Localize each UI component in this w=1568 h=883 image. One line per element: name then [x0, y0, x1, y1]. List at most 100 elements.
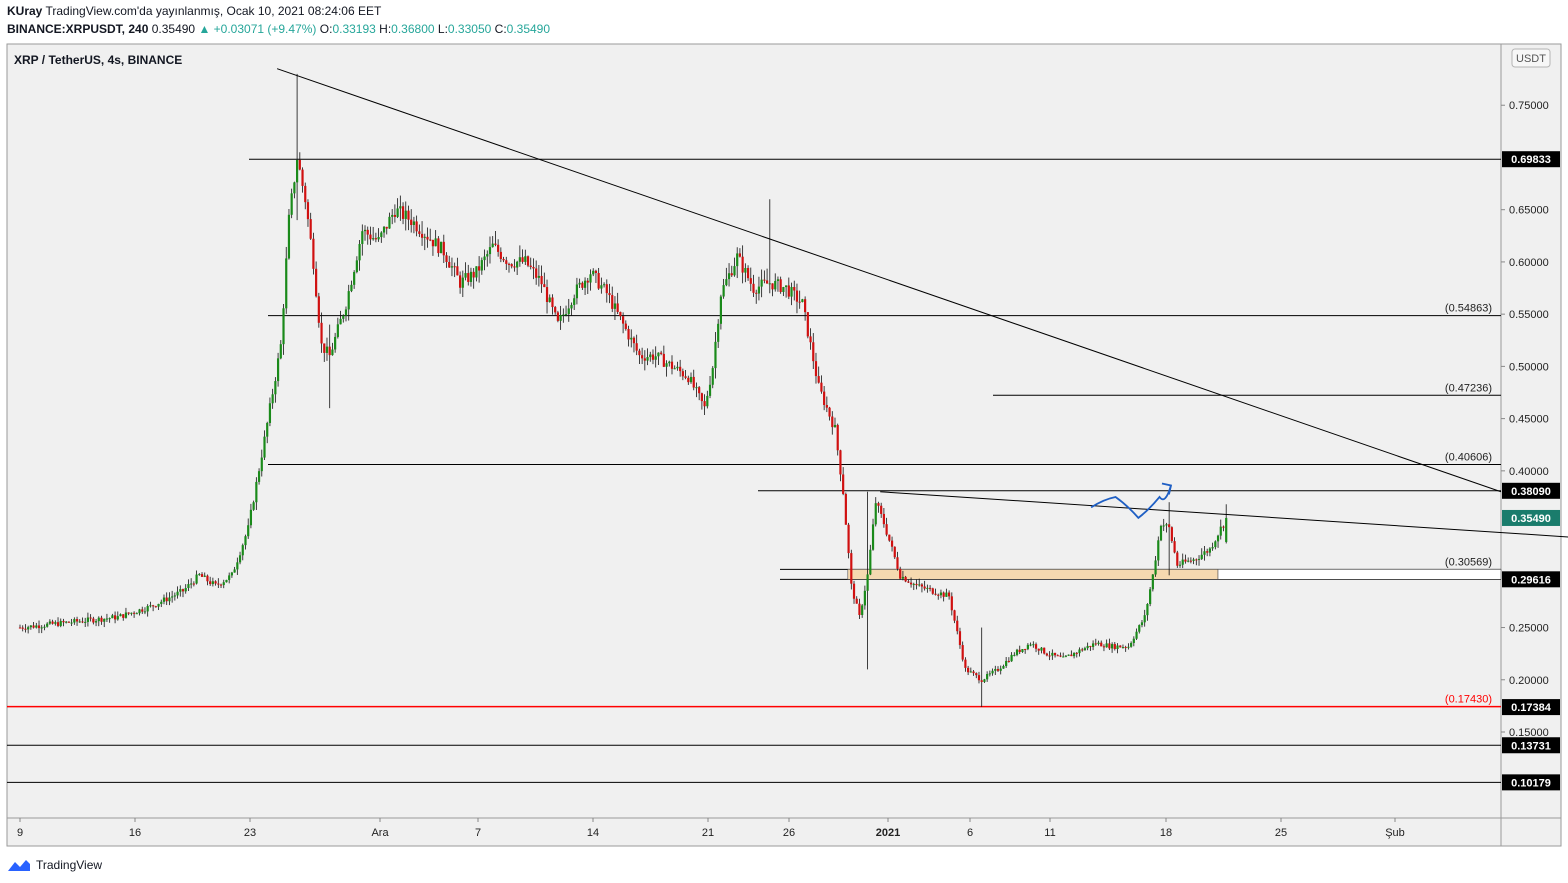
candle-body — [439, 241, 443, 254]
candle-body — [37, 625, 41, 629]
candle — [1206, 548, 1209, 557]
candle — [882, 507, 885, 528]
candle-body — [138, 609, 141, 614]
candle-body — [407, 210, 410, 220]
candle — [1173, 537, 1176, 554]
candle — [755, 289, 758, 304]
candle-body — [472, 271, 475, 278]
plot-area[interactable] — [6, 43, 1502, 819]
candle-body — [1067, 654, 1070, 656]
author-name[interactable]: KUray — [7, 4, 43, 18]
candle-body — [996, 668, 1000, 671]
candle-body — [627, 328, 630, 340]
candle — [771, 283, 774, 297]
candle — [65, 620, 68, 624]
candle-body — [1081, 649, 1084, 651]
candle — [426, 227, 429, 248]
candle — [192, 581, 195, 587]
candle-body — [812, 342, 815, 362]
candle — [1072, 652, 1076, 659]
candle-body — [896, 557, 899, 569]
candle-body — [768, 283, 771, 285]
candle — [616, 292, 619, 315]
candle-body — [616, 303, 619, 312]
candle-body — [32, 625, 35, 628]
candle — [54, 620, 57, 626]
candle — [744, 263, 747, 283]
candle — [624, 320, 627, 331]
candle — [836, 423, 839, 456]
candle-body — [578, 282, 581, 285]
candle-body — [27, 627, 30, 630]
candle-body — [882, 513, 885, 525]
candle-body — [195, 574, 198, 584]
candle — [646, 348, 649, 366]
y-tick-label: 0.15000 — [1509, 727, 1549, 739]
candle-body — [374, 238, 377, 240]
price-badge: 0.13731 — [1502, 737, 1560, 754]
candle-body — [1168, 524, 1171, 528]
candle — [537, 265, 540, 287]
candle-body — [1181, 559, 1184, 565]
candle — [738, 248, 742, 258]
candle — [727, 263, 731, 287]
candle — [377, 228, 380, 242]
candle-body — [771, 283, 774, 290]
candle-body — [1157, 540, 1160, 561]
candle-body — [233, 569, 236, 573]
candle — [1127, 643, 1130, 650]
candle-body — [926, 587, 929, 589]
candle — [1083, 646, 1087, 651]
candle — [1094, 638, 1097, 646]
candle — [219, 583, 223, 589]
candle — [597, 267, 600, 290]
candle-body — [776, 279, 780, 281]
candle — [67, 621, 70, 623]
candle-body — [717, 323, 720, 342]
candle-body — [1146, 604, 1149, 616]
candle-body — [257, 471, 261, 482]
candle-body — [404, 210, 407, 219]
candle — [439, 241, 443, 254]
candle — [833, 417, 837, 428]
high-value: 0.36800 — [391, 22, 435, 36]
candle — [893, 546, 896, 560]
candle — [703, 394, 706, 415]
time-axis[interactable] — [6, 817, 1502, 847]
candle — [1056, 654, 1059, 657]
support-zone-group — [847, 569, 1502, 580]
candle-body — [122, 614, 125, 618]
candle — [1034, 642, 1038, 653]
symbol-line: BINANCE:XRPUSDT, 240 0.35490 ▲ +0.03071 … — [7, 22, 550, 36]
candle-body — [353, 272, 356, 285]
candle — [518, 245, 521, 267]
candle-body — [1091, 643, 1095, 647]
candle — [570, 302, 573, 316]
currency-badge[interactable]: USDT — [1511, 48, 1551, 68]
candle-body — [1159, 525, 1163, 541]
candle-body — [573, 298, 576, 305]
candle-body — [238, 555, 242, 563]
candle — [160, 599, 163, 608]
candle-body — [423, 236, 426, 238]
candle-body — [901, 576, 905, 579]
candle-body — [904, 576, 907, 582]
candle — [535, 260, 538, 285]
candle-body — [719, 296, 722, 324]
candle-body — [241, 545, 244, 556]
candle-body — [448, 261, 451, 268]
candle-body — [698, 387, 701, 394]
footer-brand[interactable]: TradingView — [7, 856, 102, 874]
candle-body — [1029, 644, 1032, 646]
candle — [983, 678, 986, 684]
candle — [608, 283, 611, 304]
candle-body — [143, 611, 147, 613]
candle — [1168, 502, 1171, 576]
candle-body — [18, 627, 22, 629]
candle-body — [130, 612, 133, 614]
candle — [695, 382, 698, 398]
candle — [304, 182, 307, 210]
candle — [86, 612, 90, 627]
candle — [950, 592, 953, 616]
